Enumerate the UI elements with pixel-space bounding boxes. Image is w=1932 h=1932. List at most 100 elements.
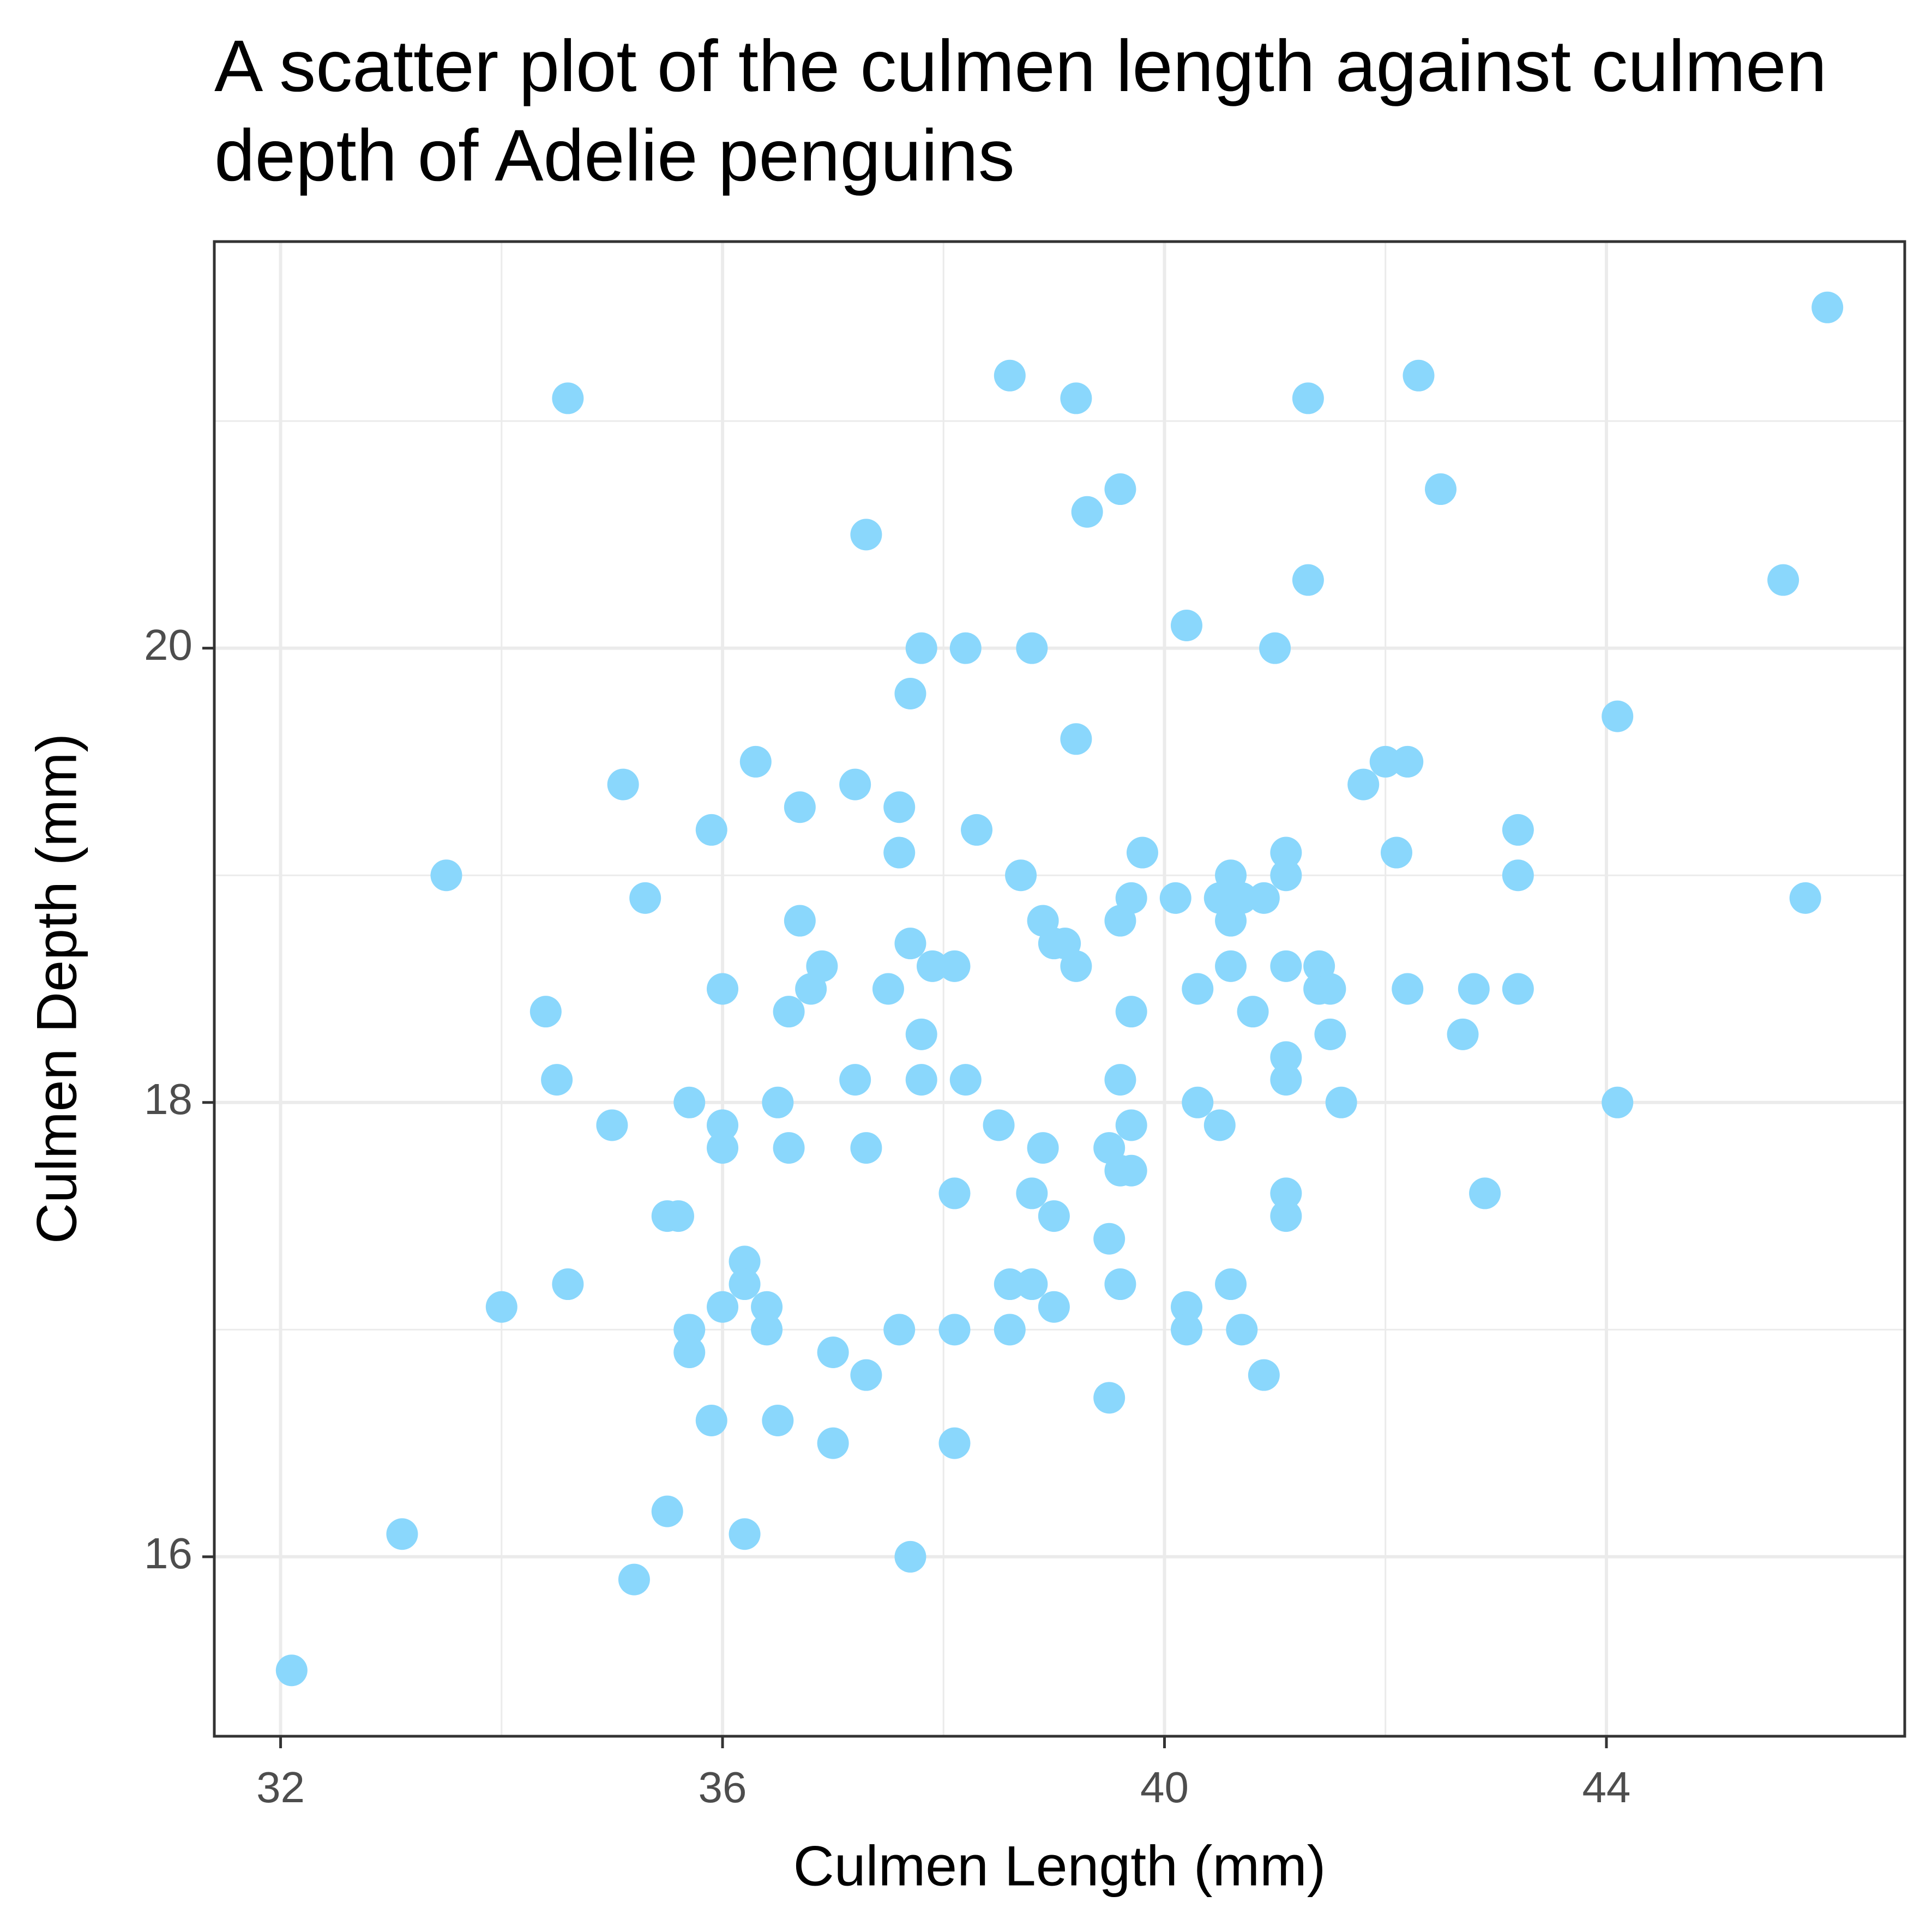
point — [751, 1314, 783, 1346]
point — [673, 1337, 706, 1369]
point — [883, 791, 916, 823]
point — [1270, 836, 1302, 869]
point — [1325, 1086, 1357, 1118]
point — [1392, 745, 1424, 778]
point — [1237, 996, 1269, 1028]
point — [1060, 382, 1092, 414]
point — [618, 1563, 650, 1596]
point — [949, 632, 982, 664]
point — [1270, 1200, 1302, 1232]
point — [784, 905, 816, 937]
point — [707, 1132, 739, 1164]
point — [729, 1518, 761, 1550]
point — [949, 1064, 982, 1096]
point — [673, 1086, 706, 1118]
point — [1767, 564, 1799, 596]
point — [938, 950, 971, 982]
point — [673, 1314, 706, 1346]
point — [994, 359, 1026, 392]
point — [1248, 882, 1280, 914]
point — [1104, 473, 1136, 505]
point — [1270, 1064, 1302, 1096]
x-tick-label: 40 — [1140, 1763, 1189, 1811]
point — [938, 1427, 971, 1459]
point — [1115, 996, 1147, 1028]
point — [916, 950, 948, 982]
point — [795, 973, 827, 1005]
point — [1502, 973, 1534, 1005]
point — [905, 1018, 937, 1050]
point — [1215, 950, 1247, 982]
point — [905, 632, 937, 664]
point — [762, 1086, 794, 1118]
point — [1502, 859, 1534, 892]
point — [1502, 814, 1534, 846]
point — [1259, 632, 1291, 664]
point — [552, 1268, 584, 1301]
point — [552, 382, 584, 414]
point — [1016, 1268, 1048, 1301]
point — [1215, 1268, 1247, 1301]
point — [1104, 1268, 1136, 1301]
point — [707, 1291, 739, 1323]
point — [707, 1109, 739, 1141]
point — [1182, 1086, 1214, 1118]
point — [817, 1337, 849, 1369]
point — [817, 1427, 849, 1459]
point — [651, 1495, 683, 1527]
point — [850, 1359, 882, 1391]
point — [1270, 859, 1302, 892]
point — [839, 1064, 871, 1096]
chart-title: A scatter plot of the culmen length agai… — [214, 26, 1827, 196]
point — [1115, 1109, 1147, 1141]
point — [983, 1109, 1015, 1141]
point — [1270, 1177, 1302, 1209]
point — [1602, 1086, 1634, 1118]
point — [1369, 745, 1401, 778]
x-tick-label: 36 — [699, 1763, 747, 1811]
point — [872, 973, 904, 1005]
y-tick-label: 18 — [144, 1075, 192, 1123]
point — [1038, 1200, 1070, 1232]
point — [386, 1518, 418, 1550]
point — [485, 1291, 517, 1323]
point — [729, 1245, 761, 1278]
point — [1093, 1382, 1126, 1414]
point — [1392, 973, 1424, 1005]
point — [1171, 1291, 1203, 1323]
point — [1602, 700, 1634, 732]
point — [1811, 291, 1844, 323]
point — [1226, 1314, 1258, 1346]
point — [994, 1268, 1026, 1301]
point — [1115, 1154, 1147, 1187]
point — [1005, 859, 1037, 892]
point — [894, 677, 926, 709]
point — [1159, 882, 1191, 914]
plot-background — [214, 242, 1905, 1736]
point — [773, 1132, 805, 1164]
point — [883, 1314, 916, 1346]
point — [1469, 1177, 1501, 1209]
point — [1060, 950, 1092, 982]
point — [695, 814, 727, 846]
point — [1314, 1018, 1346, 1050]
x-tick-label: 44 — [1582, 1763, 1630, 1811]
point — [662, 1200, 694, 1232]
point — [1789, 882, 1821, 914]
point — [1104, 905, 1136, 937]
point — [1248, 1359, 1280, 1391]
y-axis-title: Culmen Depth (mm) — [25, 733, 88, 1244]
point — [1270, 1041, 1302, 1073]
point — [1314, 973, 1346, 1005]
point — [762, 1404, 794, 1436]
point — [529, 996, 562, 1028]
point — [1292, 382, 1324, 414]
point — [751, 1291, 783, 1323]
point — [1038, 1291, 1070, 1323]
point — [961, 814, 993, 846]
point — [894, 928, 926, 960]
point — [1182, 973, 1214, 1005]
point — [905, 1064, 937, 1096]
